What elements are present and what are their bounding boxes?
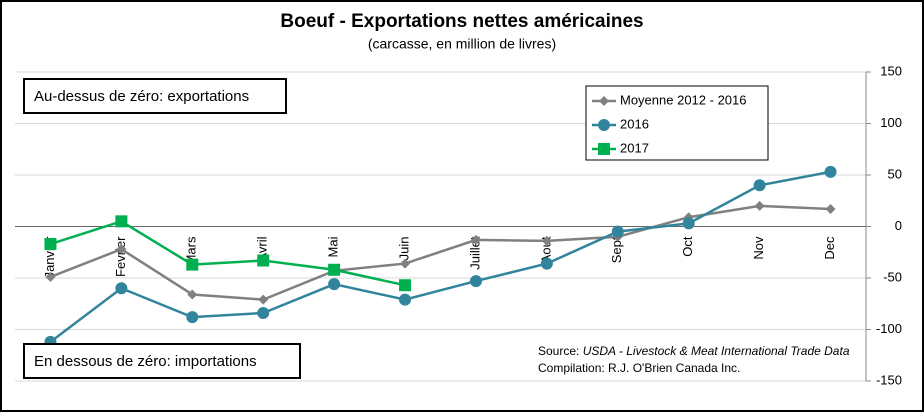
compilation: Compilation: R.J. O'Brien Canada Inc. — [538, 361, 740, 375]
x-tick-label: Sept — [609, 236, 624, 263]
marker — [116, 244, 127, 255]
legend-label: 2016 — [620, 116, 649, 131]
marker — [258, 294, 269, 305]
x-tick-label: Fevrier — [113, 236, 128, 277]
marker — [824, 165, 837, 178]
marker — [115, 215, 128, 228]
marker — [186, 258, 199, 271]
series-line — [50, 204, 831, 301]
marker — [611, 225, 624, 238]
marker — [257, 254, 270, 267]
legend-label: 2017 — [620, 140, 649, 155]
marker — [399, 293, 412, 306]
source-text: USDA - Livestock & Meat International Tr… — [583, 344, 850, 358]
annotation: En dessous de zéro: importations — [34, 353, 257, 370]
legend — [585, 85, 769, 161]
legend-label: Moyenne 2012 - 2016 — [620, 92, 746, 107]
chart-title: Boeuf - Exportations nettes américaines — [280, 11, 643, 32]
y-tick-label: 150 — [880, 63, 902, 78]
annotation: Au-dessus de zéro: exportations — [34, 88, 249, 105]
marker — [470, 234, 481, 245]
marker — [187, 289, 198, 300]
x-tick-label: Mai — [326, 236, 341, 257]
series-line — [50, 219, 406, 287]
marker — [540, 257, 553, 270]
marker — [400, 258, 411, 269]
marker — [598, 119, 610, 131]
marker — [257, 307, 270, 320]
marker — [825, 203, 836, 214]
marker — [328, 278, 341, 291]
marker — [599, 96, 609, 106]
marker — [399, 279, 412, 292]
annotation-box — [23, 343, 301, 379]
marker — [682, 217, 695, 230]
y-tick-label: 0 — [895, 218, 902, 233]
chart-subtitle: (carcasse, en million de livres) — [368, 36, 556, 52]
annotation-box — [23, 78, 287, 114]
marker — [469, 275, 482, 288]
marker — [753, 179, 766, 192]
marker — [44, 238, 57, 251]
y-tick-label: -50 — [883, 269, 902, 284]
marker — [115, 282, 128, 295]
y-tick-label: 100 — [880, 115, 902, 130]
x-tick-label: Oct — [680, 236, 695, 257]
y-tick-label: 50 — [888, 166, 902, 181]
source: Source: USDA - Livestock & Meat Internat… — [538, 344, 850, 358]
x-tick-label: Juillet — [467, 236, 482, 270]
marker — [598, 143, 610, 155]
y-tick-label: -150 — [876, 372, 902, 387]
source-label: Source: — [538, 344, 579, 358]
x-tick-label: Dec — [822, 236, 837, 260]
x-tick-label: Nov — [751, 236, 766, 260]
y-tick-label: -100 — [876, 321, 902, 336]
marker — [754, 200, 765, 211]
x-tick-label: Mars — [184, 236, 199, 265]
series-line — [49, 170, 831, 343]
marker — [541, 235, 552, 246]
marker — [45, 271, 56, 282]
x-tick-label: Juin — [396, 237, 411, 261]
marker — [186, 311, 199, 324]
marker — [328, 263, 341, 276]
